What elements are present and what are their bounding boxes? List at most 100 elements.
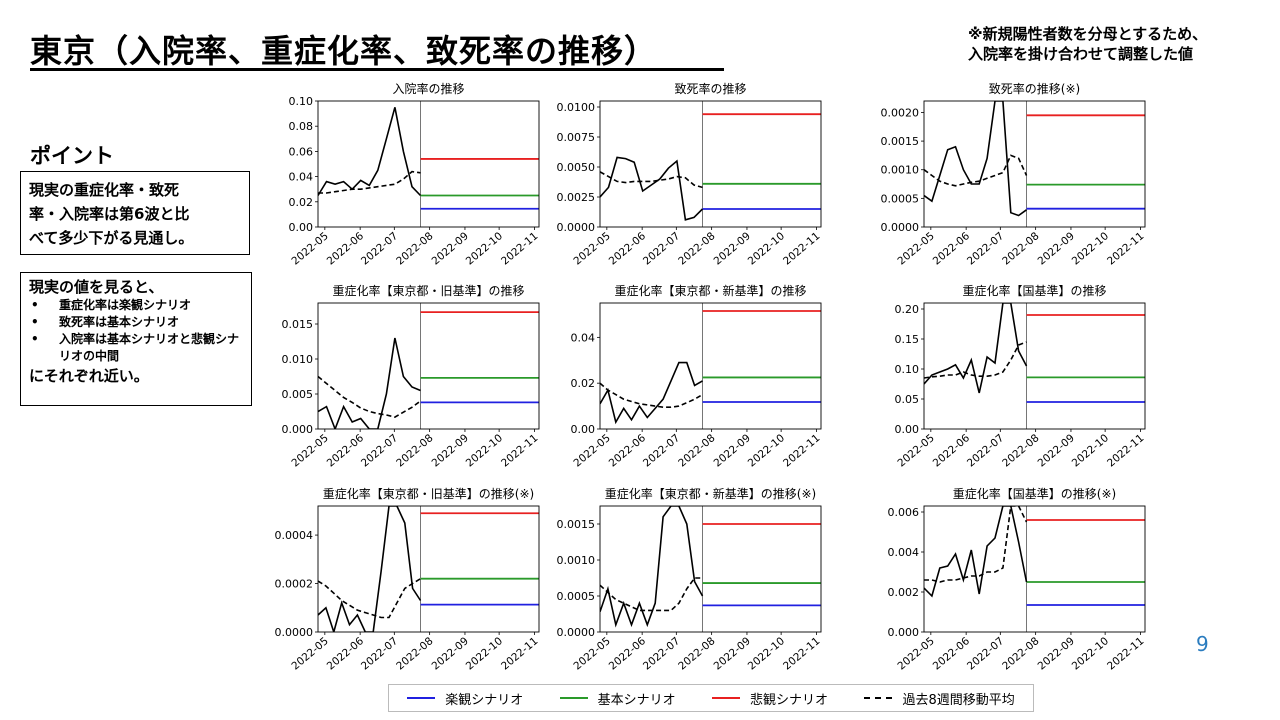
y-tick-label: 0.0015 (881, 135, 920, 148)
legend-item-base: 基本シナリオ (559, 689, 676, 708)
x-tick-label: 2022-05 (571, 230, 612, 267)
x-tick-label: 2022-09 (712, 432, 753, 469)
plot-frame (923, 302, 1146, 430)
legend-swatch (559, 697, 588, 699)
detail-item: 重症化率は楽観シナリオ (29, 297, 243, 314)
point-box-summary: 現実の重症化率・致死 率・入院率は第6波と比 べて多少下がる見通し。 (20, 171, 250, 255)
y-tick-label: 0.08 (289, 120, 314, 133)
actual-line (318, 107, 422, 197)
plot-frame (599, 505, 822, 633)
y-tick-label: 0.010 (282, 353, 314, 366)
y-tick-label: 0.0000 (275, 626, 314, 639)
y-tick-label: 0.0025 (557, 191, 596, 204)
y-tick-label: 0.10 (289, 95, 314, 108)
actual-line (924, 303, 1028, 394)
x-tick-label: 2022-08 (1000, 432, 1041, 469)
y-tick-label: 0.02 (571, 377, 596, 390)
x-tick-label: 2022-10 (746, 230, 787, 267)
x-tick-label: 2022-09 (712, 230, 753, 267)
chart-panel: 重症化率【国基準】の推移(※) 0.000 0.002 0.004 0.006 2022-… (888, 486, 1147, 673)
x-tick-label: 2022-07 (965, 635, 1006, 672)
x-tick-label: 2022-06 (607, 635, 649, 673)
legend-label: 基本シナリオ (597, 692, 676, 708)
chart-panel: 致死率の推移 0.0000 0.0025 0.0050 0.0075 0.0100 2022… (557, 81, 823, 268)
chart-title: 重症化率【国基準】の推移 (962, 283, 1106, 298)
chart-title: 重症化率【東京都・旧基準】の推移 (332, 283, 524, 298)
chart-panel: 重症化率【東京都・新基準】の推移0.000.020.042022-052022-… (571, 283, 823, 470)
y-tick-label: 0.15 (895, 333, 920, 346)
x-tick-label: 2022-05 (571, 432, 612, 469)
x-tick-label: 2022-05 (289, 230, 330, 267)
x-tick-label: 2022-11 (781, 230, 822, 267)
x-tick-label: 2022-05 (895, 635, 936, 672)
x-tick-label: 2022-07 (641, 635, 682, 672)
x-tick-label: 2022-07 (641, 432, 682, 469)
y-tick-label: 0.002 (888, 586, 920, 599)
detail-tail: にそれぞれ近い。 (29, 367, 149, 385)
page-title: 東京（入院率、重症化率、致死率の推移） (30, 32, 658, 70)
chart-panel: 重症化率【国基準】の推移0.000.050.100.150.202022-052… (895, 283, 1147, 470)
chart-panel: 致死率の推移(※) 0.0000 0.0005 0.0010 0.0015 0.0020 2… (881, 81, 1147, 268)
summary-line-2: 率・入院率は第6波と比 (29, 205, 190, 223)
y-tick-label: 0.0075 (557, 131, 596, 144)
moving-average-line (318, 578, 421, 619)
x-tick-label: 2022-05 (895, 432, 936, 469)
chart-legend: 楽観シナリオ 基本シナリオ 悲観シナリオ 過去8週間移動平均 (388, 684, 1034, 712)
chart-title: 致死率の推移 (674, 81, 746, 96)
moving-average-line (924, 154, 1028, 187)
x-tick-label: 2022-10 (1070, 230, 1111, 267)
legend-item-pessimistic: 悲観シナリオ (712, 689, 828, 708)
y-tick-label: 0.02 (289, 196, 314, 209)
y-tick-label: 0.0002 (275, 578, 314, 591)
detail-list: 重症化率は楽観シナリオ 致死率は基本シナリオ 入院率は基本シナリオと悲観シナリオ… (29, 297, 243, 365)
x-tick-label: 2022-09 (712, 635, 753, 672)
x-tick-label: 2022-11 (781, 432, 822, 469)
x-tick-label: 2022-06 (325, 432, 367, 470)
x-tick-label: 2022-10 (1070, 635, 1111, 672)
x-tick-label: 2022-11 (1105, 230, 1146, 267)
y-tick-label: 0.004 (888, 546, 920, 559)
title-underline (30, 68, 724, 71)
actual-line (924, 101, 1027, 217)
plot-frame (317, 302, 540, 430)
chart-title: 致死率の推移(※) (989, 81, 1080, 96)
y-tick-label: 0.006 (888, 506, 920, 519)
chart-panel: 重症化率【東京都・旧基準】の推移(※) 0.0000 0.0002 0.0004 202… (275, 486, 541, 673)
moving-average-line (600, 382, 703, 408)
y-tick-label: 0.0010 (881, 164, 920, 177)
summary-line-1: 現実の重症化率・致死 (29, 181, 180, 199)
x-tick-label: 2022-06 (931, 230, 973, 268)
y-tick-label: 0.0010 (557, 554, 596, 567)
x-tick-label: 2022-05 (289, 432, 330, 469)
actual-line (318, 337, 421, 429)
chart-panel: 重症化率【東京都・旧基準】の推移 0.000 0.005 0.010 0.015 2022… (282, 283, 541, 470)
y-tick-label: 0.000 (888, 626, 920, 639)
x-tick-label: 2022-11 (1105, 635, 1146, 672)
x-tick-label: 2022-06 (325, 230, 367, 268)
x-tick-label: 2022-08 (1000, 635, 1041, 672)
actual-line (600, 506, 704, 628)
plot-frame (599, 100, 822, 228)
x-tick-label: 2022-07 (359, 432, 400, 469)
point-heading: ポイント (30, 144, 114, 168)
y-tick-label: 0.00 (895, 423, 920, 436)
x-tick-label: 2022-10 (1070, 432, 1111, 469)
moving-average-line (600, 577, 703, 612)
x-tick-label: 2022-07 (359, 230, 400, 267)
x-tick-label: 2022-07 (965, 230, 1006, 267)
chart-panel: 入院率の推移0.000.020.040.060.080.102022-05202… (289, 81, 541, 268)
legend-swatch (712, 697, 741, 699)
x-tick-label: 2022-10 (746, 635, 787, 672)
point-box-detail: 現実の値を見ると、 重症化率は楽観シナリオ 致死率は基本シナリオ 入院率は基本シ… (20, 272, 252, 406)
y-tick-label: 0.0050 (557, 161, 596, 174)
y-tick-label: 0.015 (282, 318, 314, 331)
x-tick-label: 2022-08 (394, 230, 435, 267)
detail-item: 致死率は基本シナリオ (29, 314, 243, 331)
legend-label: 楽観シナリオ (445, 692, 524, 708)
y-tick-label: 0.00 (289, 221, 314, 234)
y-tick-label: 0.20 (895, 303, 920, 316)
y-tick-label: 0.0020 (881, 106, 920, 119)
x-tick-label: 2022-09 (1036, 635, 1077, 672)
x-tick-label: 2022-06 (607, 230, 649, 268)
